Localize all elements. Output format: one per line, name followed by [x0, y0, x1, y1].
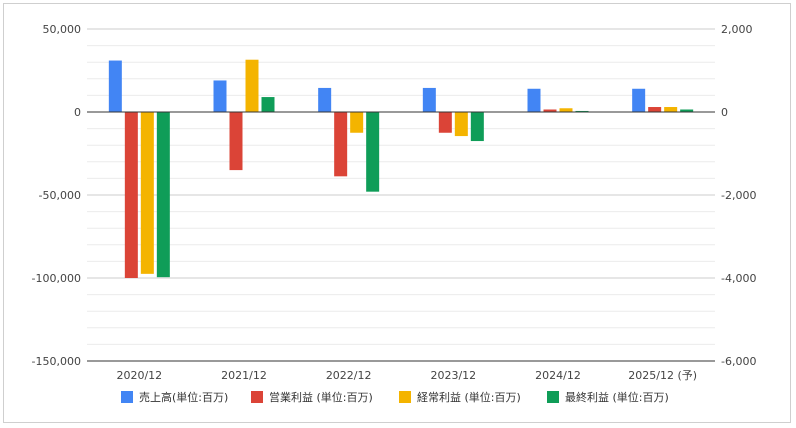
bar-3-5 [559, 108, 573, 112]
bar-3-4 [454, 112, 468, 137]
bar-2-1 [124, 112, 138, 278]
bar-4-2 [261, 97, 275, 112]
bar-2-6 [648, 107, 662, 112]
bar-4-5 [575, 110, 589, 112]
y-right-tick-label: -2,000 [721, 189, 756, 202]
bar-2-3 [334, 112, 348, 177]
bar-2-2 [229, 112, 243, 171]
y-left-tick-label: 50,000 [43, 23, 82, 36]
bar-3-2 [245, 59, 259, 112]
bar-3-1 [140, 112, 154, 274]
bar-3-6 [664, 107, 678, 112]
legend-swatch-3 [399, 391, 411, 403]
bar-4-1 [156, 112, 170, 278]
y-left-tick-label: -50,000 [39, 189, 81, 202]
bar-4-4 [470, 112, 484, 142]
x-tick-label: 2021/12 [221, 369, 267, 382]
y-right-tick-label: -4,000 [721, 272, 756, 285]
x-tick-label: 2024/12 [535, 369, 581, 382]
bar-2-5 [543, 109, 557, 112]
y-left-tick-label: -100,000 [32, 272, 81, 285]
bar-3-3 [350, 112, 364, 133]
y-left-tick-label: 0 [74, 106, 81, 119]
y-left-tick-label: -150,000 [32, 355, 81, 368]
bar-4-6 [680, 109, 694, 112]
legend-label-3: 経常利益 (単位:百万) [417, 390, 521, 404]
legend-swatch-2 [251, 391, 263, 403]
x-tick-label: 2025/12 (予) [628, 369, 697, 382]
bar-4-3 [366, 112, 380, 192]
bar-1-5 [527, 88, 541, 112]
legend-swatch-4 [547, 391, 559, 403]
legend-swatch-1 [121, 391, 133, 403]
y-right-tick-label: 0 [721, 106, 728, 119]
legend-label-2: 営業利益 (単位:百万) [269, 390, 373, 404]
y-right-tick-label: 2,000 [721, 23, 753, 36]
x-tick-label: 2020/12 [116, 369, 162, 382]
bar-1-2 [213, 80, 227, 112]
y-right-tick-label: -6,000 [721, 355, 756, 368]
legend-label-4: 最終利益 (単位:百万) [565, 390, 669, 404]
bar-1-1 [108, 60, 122, 112]
x-tick-label: 2022/12 [326, 369, 372, 382]
bar-1-3 [318, 87, 332, 112]
bar-1-6 [632, 88, 646, 112]
x-tick-label: 2023/12 [430, 369, 476, 382]
bar-1-4 [422, 87, 436, 112]
legend-label-1: 売上高(単位:百万) [139, 390, 228, 404]
bar-2-4 [438, 112, 452, 133]
